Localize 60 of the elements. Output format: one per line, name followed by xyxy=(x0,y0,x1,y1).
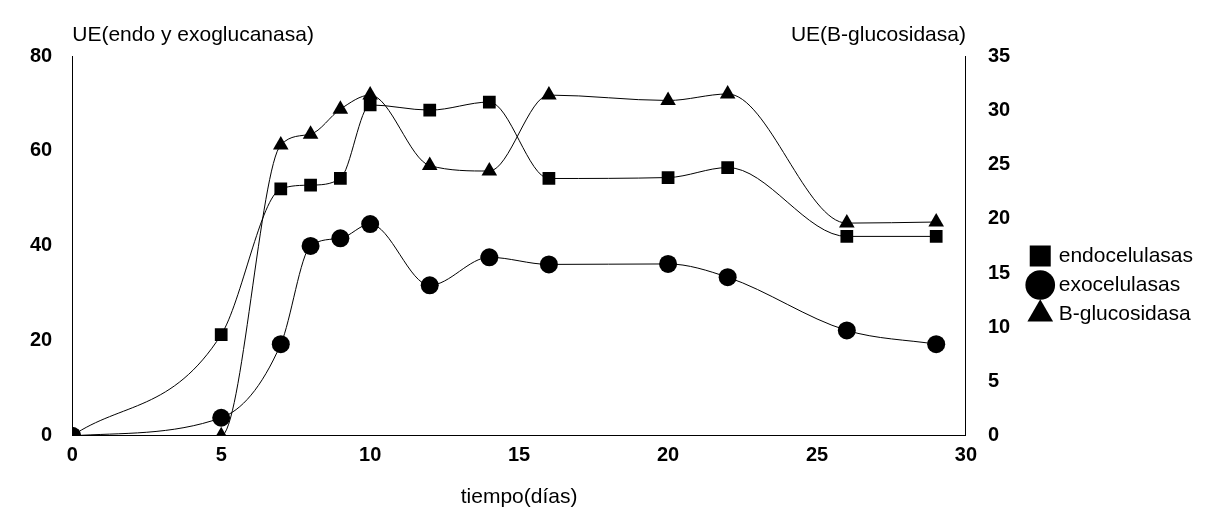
point xyxy=(928,213,944,227)
x-axis-title: tiempo(días) xyxy=(460,484,578,508)
point xyxy=(363,98,377,112)
point xyxy=(929,230,943,243)
legend-label: exocelulasas xyxy=(1058,271,1181,295)
legend-label: B-glucosidasa xyxy=(1058,300,1191,324)
y-tick-label: 60 xyxy=(30,138,53,161)
point xyxy=(839,214,855,228)
point xyxy=(481,162,498,176)
y2-tick-label: 0 xyxy=(987,423,1000,446)
x-tick-label: 20 xyxy=(656,443,680,466)
point xyxy=(837,321,856,340)
legend-label: endocelulasas xyxy=(1058,242,1193,266)
point xyxy=(301,236,320,255)
y-tick-label: 20 xyxy=(30,328,53,351)
point xyxy=(719,84,736,99)
y-tick-label: 40 xyxy=(30,233,53,256)
x-tick-label: 5 xyxy=(215,443,227,466)
point xyxy=(542,172,556,185)
point xyxy=(421,156,438,171)
point xyxy=(271,335,290,354)
y-tick-label: 0 xyxy=(41,423,53,446)
point xyxy=(718,268,737,287)
y2-tick-label: 35 xyxy=(987,43,1011,66)
point xyxy=(304,178,317,192)
x-tick-label: 30 xyxy=(954,443,978,466)
y2-tick-label: 5 xyxy=(987,369,1000,392)
point xyxy=(482,95,496,109)
y2-tick-label: 10 xyxy=(987,314,1011,337)
point xyxy=(541,86,557,100)
point xyxy=(660,91,676,105)
point xyxy=(302,125,319,139)
point xyxy=(214,328,228,342)
y2-tick-label: 30 xyxy=(987,97,1011,120)
point xyxy=(331,229,350,248)
point xyxy=(423,103,437,117)
point xyxy=(420,276,439,295)
y2-tick-label: 25 xyxy=(987,152,1011,175)
point xyxy=(721,161,735,174)
point xyxy=(659,254,678,273)
x-tick-label: 0 xyxy=(66,443,78,466)
point xyxy=(332,100,349,114)
y2-axis-title: UE(B-glucosidasa) xyxy=(790,22,966,46)
point xyxy=(361,215,380,234)
y-tick-label: 80 xyxy=(30,43,53,66)
x-tick-label: 15 xyxy=(507,443,531,466)
point xyxy=(274,182,288,196)
point xyxy=(661,171,675,184)
x-tick-label: 10 xyxy=(359,443,382,466)
point xyxy=(840,230,854,243)
point xyxy=(480,248,499,267)
point xyxy=(272,135,289,150)
y2-tick-label: 20 xyxy=(987,206,1011,229)
y2-tick-label: 15 xyxy=(987,260,1011,283)
point xyxy=(539,255,558,274)
point xyxy=(212,408,231,427)
point xyxy=(927,335,946,354)
point xyxy=(334,172,347,185)
y-axis-title: UE(endo y exoglucanasa) xyxy=(72,22,314,46)
x-tick-label: 25 xyxy=(805,443,829,466)
